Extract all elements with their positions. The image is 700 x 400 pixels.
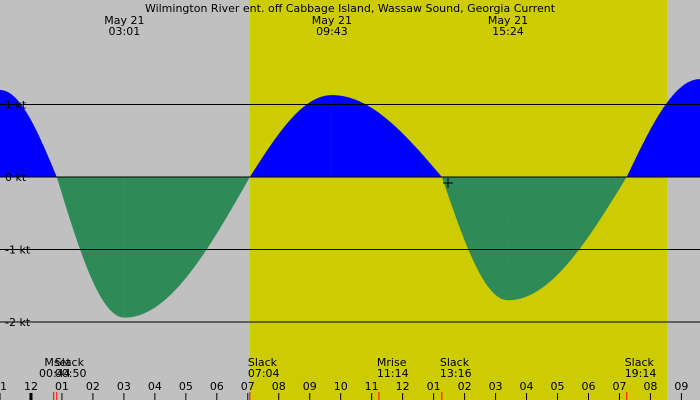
ebb-area (124, 177, 250, 318)
event-name-label: Slack (625, 356, 655, 369)
y-axis-labels: 1 kt 0 kt -1 kt -2 kt (5, 99, 31, 330)
event-time-label: 11:14 (377, 367, 409, 380)
event-name-label: Slack (440, 356, 470, 369)
x-tick-label: 06 (581, 380, 595, 393)
event-name-label: Slack (55, 356, 85, 369)
event-time-label: 00:44 (39, 367, 71, 380)
peak-time-label: 03:01 (109, 25, 141, 38)
event-name-label: Mset (44, 356, 71, 369)
crosshair-marker (443, 178, 453, 188)
x-tick-label: 03 (117, 380, 131, 393)
x-tick-label: 04 (520, 380, 534, 393)
event-labels: Mset00:44Slack00:50Slack07:04Mrise11:14S… (39, 356, 656, 400)
y-tick-label: -1 kt (5, 244, 31, 257)
x-tick-label: 10 (334, 380, 348, 393)
x-tick-label: 09 (674, 380, 688, 393)
peak-time-label: 09:43 (316, 25, 348, 38)
x-tick-label: 08 (643, 380, 657, 393)
flood-area (0, 90, 57, 177)
event-name-label: Mrise (377, 356, 407, 369)
flood-area (249, 95, 332, 177)
ebb-area (56, 177, 125, 318)
flood-area (331, 95, 442, 177)
ebb-area (441, 177, 508, 301)
x-tick-label: 01 (427, 380, 441, 393)
y-tick-label: -2 kt (5, 316, 31, 329)
x-tick-label: 02 (458, 380, 472, 393)
event-time-label: 00:50 (55, 367, 87, 380)
peak-time-label: 15:24 (492, 25, 524, 38)
x-axis: 11 12 01 02 03 04 05 06 07 08 09 10 11 12 01 02 03 04 05 06… (0, 380, 688, 400)
gridlines (0, 104, 700, 323)
ebb-area (507, 177, 627, 301)
x-tick-label: 12 (24, 380, 38, 393)
x-tick-label: 09 (303, 380, 317, 393)
x-tick-label: 05 (551, 380, 565, 393)
x-tick-label: 02 (86, 380, 100, 393)
x-tick-label: 11 (0, 380, 7, 393)
x-tick-label: 12 (396, 380, 410, 393)
event-time-label: 07:04 (248, 367, 280, 380)
event-name-label: Slack (248, 356, 278, 369)
x-tick-label: 08 (272, 380, 286, 393)
x-tick-label: 11 (365, 380, 379, 393)
x-tick-label: 07 (612, 380, 626, 393)
x-tick-label: 04 (148, 380, 162, 393)
event-time-label: 13:16 (440, 367, 472, 380)
x-tick-label: 06 (210, 380, 224, 393)
x-tick-label: 01 (55, 380, 69, 393)
flood-area (626, 79, 700, 177)
chart-title: Wilmington River ent. off Cabbage Island… (145, 2, 556, 15)
y-tick-label: 1 kt (5, 99, 27, 112)
x-tick-label: 05 (179, 380, 193, 393)
x-tick-label: 07 (241, 380, 255, 393)
x-tick-label: 03 (489, 380, 503, 393)
peak-date-label: May 21 (488, 14, 528, 27)
peak-date-label: May 21 (312, 14, 352, 27)
event-time-label: 19:14 (625, 367, 657, 380)
peak-date-label: May 21 (104, 14, 144, 27)
current-areas (0, 79, 700, 318)
y-tick-label: 0 kt (5, 171, 27, 184)
